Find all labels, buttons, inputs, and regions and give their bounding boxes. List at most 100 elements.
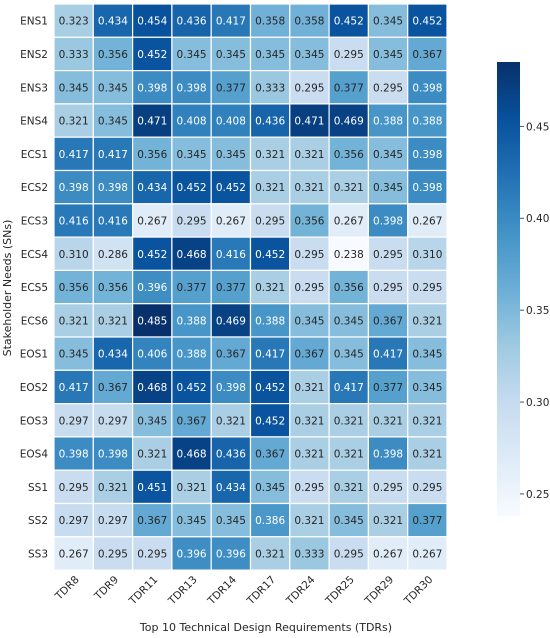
heatmap-cell: [249, 136, 291, 172]
row-label: EOS2: [20, 382, 48, 394]
heatmap-cell: [328, 469, 370, 505]
heatmap-cell: [328, 236, 370, 272]
heatmap-cell: [249, 403, 291, 438]
cell-value-label: 0.321: [255, 182, 285, 194]
cell-value-label: 0.417: [59, 382, 89, 394]
heatmap-cell: [92, 436, 134, 471]
cell-value-label: 0.310: [412, 249, 442, 261]
cell-value-label: 0.408: [177, 116, 207, 128]
cell-value-label: 0.310: [59, 249, 89, 261]
cell-value-label: 0.358: [294, 16, 324, 28]
cell-value-label: 0.321: [216, 415, 246, 427]
heatmap-cell: [249, 236, 291, 272]
cell-value-label: 0.398: [373, 215, 403, 227]
heatmap-cell: [367, 303, 409, 338]
heatmap-cell: [289, 502, 330, 538]
heatmap-cell: [171, 36, 212, 72]
column-label: TDR11: [126, 574, 160, 608]
cell-value-label: 0.321: [334, 482, 364, 494]
cell-value-label: 0.295: [334, 49, 364, 61]
heatmap-cell: [289, 69, 330, 105]
cell-value-label: 0.345: [255, 49, 285, 61]
cell-value-label: 0.469: [216, 315, 246, 327]
cell-value-label: 0.345: [137, 415, 167, 427]
cell-value-label: 0.345: [294, 315, 324, 327]
heatmap-cell: [328, 336, 370, 371]
cell-value-label: 0.321: [373, 515, 403, 527]
cell-value-label: 0.398: [412, 149, 442, 161]
cell-value-label: 0.333: [255, 82, 285, 94]
cell-value-label: 0.434: [98, 16, 128, 28]
cell-value-label: 0.267: [412, 548, 442, 560]
heatmap-cell: [249, 3, 291, 38]
cell-value-label: 0.345: [177, 49, 207, 61]
heatmap-cell: [367, 436, 409, 471]
heatmap-cell: [92, 36, 134, 72]
cell-value-label: 0.436: [216, 449, 246, 461]
cell-value-label: 0.321: [59, 315, 89, 327]
heatmap-cell: [249, 103, 291, 138]
cell-value-label: 0.377: [216, 282, 246, 294]
cell-value-label: 0.398: [412, 82, 442, 94]
heatmap-cell: [407, 502, 448, 538]
heatmap-cell: [407, 3, 448, 38]
cell-value-label: 0.356: [98, 49, 128, 61]
heatmap-cell: [210, 336, 252, 371]
cell-value-label: 0.295: [98, 548, 128, 560]
cell-value-label: 0.321: [294, 149, 324, 161]
cell-value-label: 0.398: [216, 382, 246, 394]
cell-value-label: 0.345: [216, 149, 246, 161]
cell-value-label: 0.321: [98, 315, 128, 327]
cell-value-label: 0.345: [98, 82, 128, 94]
column-label: TDR8: [52, 574, 81, 603]
heatmap-cell: [407, 536, 448, 571]
heatmap-cell: [249, 536, 291, 571]
cell-value-label: 0.398: [59, 182, 89, 194]
cell-value-label: 0.417: [98, 149, 128, 161]
heatmap-cell: [289, 36, 330, 72]
heatmap-cell: [367, 469, 409, 505]
cell-value-label: 0.345: [216, 49, 246, 61]
cell-value-label: 0.321: [334, 182, 364, 194]
cell-value-label: 0.356: [294, 215, 324, 227]
cell-value-label: 0.297: [59, 415, 89, 427]
cell-value-label: 0.295: [137, 548, 167, 560]
cell-value-label: 0.417: [216, 16, 246, 28]
heatmap-cell: [53, 203, 94, 238]
cell-value-label: 0.345: [373, 149, 403, 161]
cell-value-label: 0.267: [373, 548, 403, 560]
heatmap-cell: [210, 303, 252, 338]
heatmap-cell: [92, 269, 134, 305]
cell-value-label: 0.321: [255, 149, 285, 161]
column-label: TDR9: [92, 574, 121, 603]
row-label: ECS1: [21, 149, 48, 161]
cell-value-label: 0.345: [334, 315, 364, 327]
cell-value-label: 0.367: [373, 315, 403, 327]
cell-value-label: 0.321: [373, 415, 403, 427]
cell-value-label: 0.345: [334, 349, 364, 361]
cell-value-label: 0.388: [255, 315, 285, 327]
heatmap-cell: [407, 69, 448, 105]
cell-value-label: 0.295: [255, 215, 285, 227]
cell-value-label: 0.295: [373, 249, 403, 261]
cell-value-label: 0.367: [412, 49, 442, 61]
cell-value-label: 0.345: [334, 515, 364, 527]
cell-value-label: 0.356: [137, 149, 167, 161]
heatmap-cell: [328, 536, 370, 571]
cell-value-label: 0.367: [216, 349, 246, 361]
cell-value-label: 0.468: [177, 449, 207, 461]
heatmap-cell: [407, 269, 448, 305]
row-label: ECS2: [21, 182, 48, 194]
heatmap-cell: [367, 403, 409, 438]
heatmap-cell: [210, 269, 252, 305]
heatmap-cell: [210, 136, 252, 172]
cell-value-label: 0.295: [59, 482, 89, 494]
cell-value-label: 0.297: [59, 515, 89, 527]
cell-value-label: 0.295: [373, 482, 403, 494]
row-label: ENS4: [20, 116, 48, 128]
heatmap-cell: [171, 203, 212, 238]
heatmap-cell: [210, 236, 252, 272]
heatmap-cell: [289, 103, 330, 138]
heatmap-cell: [367, 69, 409, 105]
cell-value-label: 0.434: [98, 349, 128, 361]
